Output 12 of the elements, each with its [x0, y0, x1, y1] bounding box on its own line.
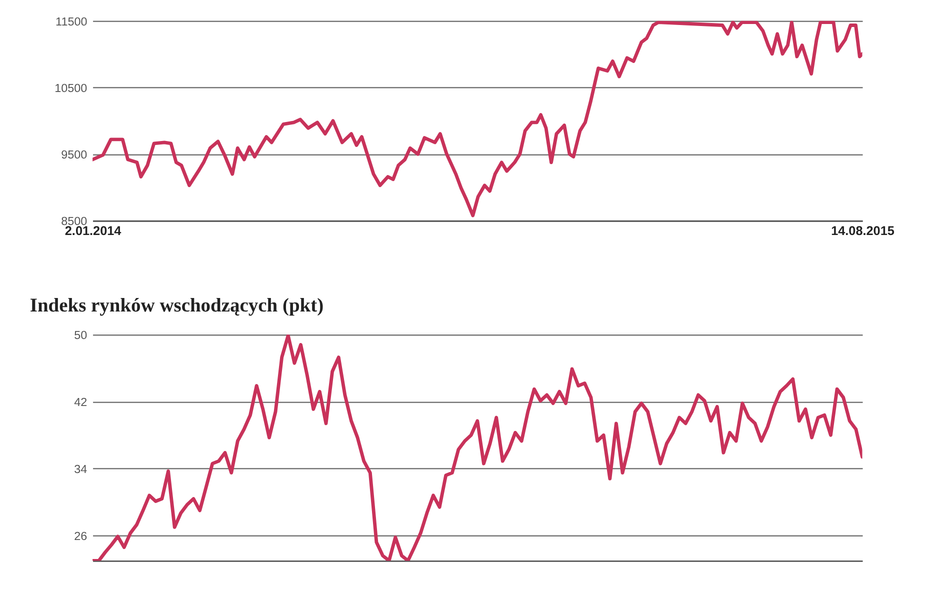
y-tick-label: 42: [74, 396, 88, 410]
y-tick-label: 34: [74, 462, 88, 476]
y-tick-label: 26: [74, 530, 88, 543]
line-series: [92, 20, 862, 218]
y-tick-label: 9500: [61, 148, 88, 162]
line-series: [92, 334, 862, 561]
x-tick-label: 2.01.2014: [64, 224, 122, 238]
y-tick-label: 11500: [56, 15, 88, 28]
x-tick-label: 14.08.2015: [831, 224, 894, 238]
y-tick-label: 10500: [54, 82, 88, 95]
chart-title: Indeks rynków wschodzących (pkt): [30, 295, 324, 316]
y-tick-label: 50: [74, 329, 88, 342]
